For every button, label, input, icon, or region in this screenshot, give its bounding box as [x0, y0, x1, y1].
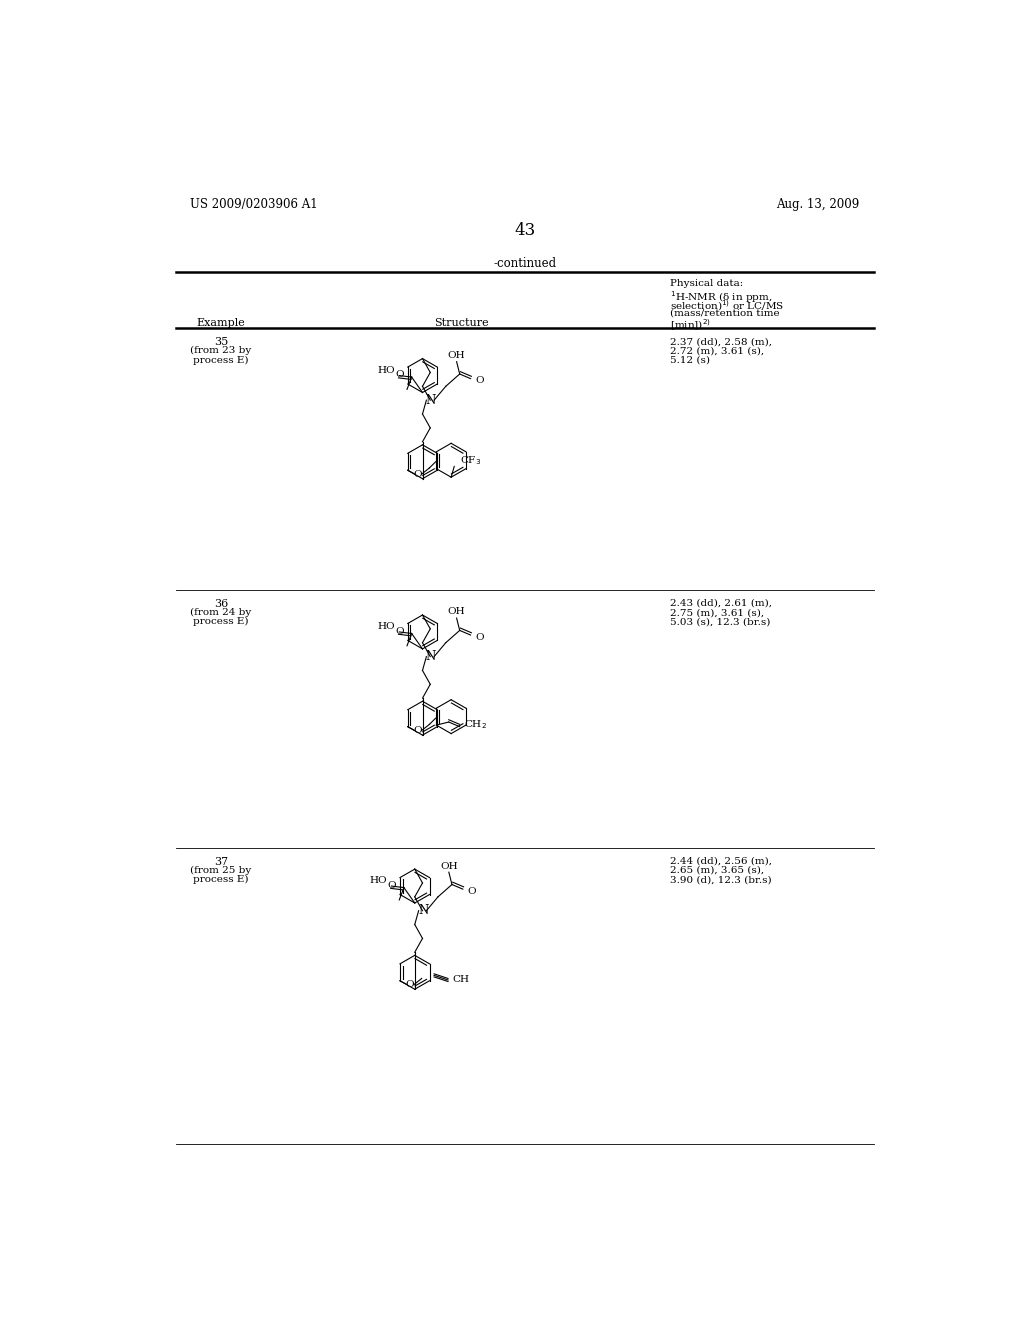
Text: 2.37 (dd), 2.58 (m),: 2.37 (dd), 2.58 (m),	[671, 337, 772, 346]
Text: CF$_3$: CF$_3$	[461, 454, 481, 467]
Text: 3.90 (d), 12.3 (br.s): 3.90 (d), 12.3 (br.s)	[671, 875, 772, 884]
Text: (from 23 by: (from 23 by	[190, 346, 252, 355]
Text: OH: OH	[447, 351, 466, 360]
Text: 5.03 (s), 12.3 (br.s): 5.03 (s), 12.3 (br.s)	[671, 618, 771, 626]
Text: $^1$H-NMR (δ in ppm,: $^1$H-NMR (δ in ppm,	[671, 289, 773, 305]
Text: (from 25 by: (from 25 by	[190, 866, 252, 875]
Text: N: N	[418, 904, 428, 917]
Text: HO: HO	[377, 366, 394, 375]
Text: Aug. 13, 2009: Aug. 13, 2009	[776, 198, 859, 211]
Text: O: O	[388, 880, 396, 890]
Text: N: N	[426, 393, 436, 407]
Text: 43: 43	[514, 222, 536, 239]
Text: [min])$^{2)}$: [min])$^{2)}$	[671, 318, 712, 333]
Text: 2.75 (m), 3.61 (s),: 2.75 (m), 3.61 (s),	[671, 609, 765, 616]
Text: 5.12 (s): 5.12 (s)	[671, 355, 711, 364]
Text: O: O	[406, 981, 415, 989]
Text: (from 24 by: (from 24 by	[190, 609, 252, 618]
Text: (mass/retention time: (mass/retention time	[671, 308, 780, 317]
Text: 2.44 (dd), 2.56 (m),: 2.44 (dd), 2.56 (m),	[671, 857, 772, 866]
Text: Structure: Structure	[434, 318, 488, 327]
Text: CH$_2$: CH$_2$	[464, 718, 487, 731]
Text: O: O	[467, 887, 476, 896]
Text: N: N	[426, 649, 436, 663]
Text: 35: 35	[214, 337, 228, 347]
Text: US 2009/0203906 A1: US 2009/0203906 A1	[190, 198, 317, 211]
Text: OH: OH	[447, 607, 466, 616]
Text: O: O	[475, 632, 483, 642]
Text: process E): process E)	[194, 875, 249, 884]
Text: 2.65 (m), 3.65 (s),: 2.65 (m), 3.65 (s),	[671, 866, 765, 875]
Text: process E): process E)	[194, 355, 249, 364]
Text: 37: 37	[214, 857, 228, 867]
Text: HO: HO	[370, 876, 387, 886]
Text: Example: Example	[197, 318, 246, 327]
Text: 36: 36	[214, 599, 228, 609]
Text: 2.72 (m), 3.61 (s),: 2.72 (m), 3.61 (s),	[671, 346, 765, 355]
Text: -continued: -continued	[494, 257, 556, 271]
Text: HO: HO	[377, 622, 394, 631]
Text: process E): process E)	[194, 618, 249, 627]
Text: 2.43 (dd), 2.61 (m),: 2.43 (dd), 2.61 (m),	[671, 599, 772, 607]
Text: O: O	[475, 376, 483, 385]
Text: selection)$^{1)}$ or LC/MS: selection)$^{1)}$ or LC/MS	[671, 298, 784, 313]
Text: O: O	[395, 627, 404, 636]
Text: O: O	[414, 470, 422, 479]
Text: O: O	[414, 726, 422, 735]
Text: OH: OH	[440, 862, 458, 870]
Text: Physical data:: Physical data:	[671, 280, 743, 288]
Text: CH: CH	[453, 975, 470, 985]
Text: O: O	[395, 371, 404, 379]
